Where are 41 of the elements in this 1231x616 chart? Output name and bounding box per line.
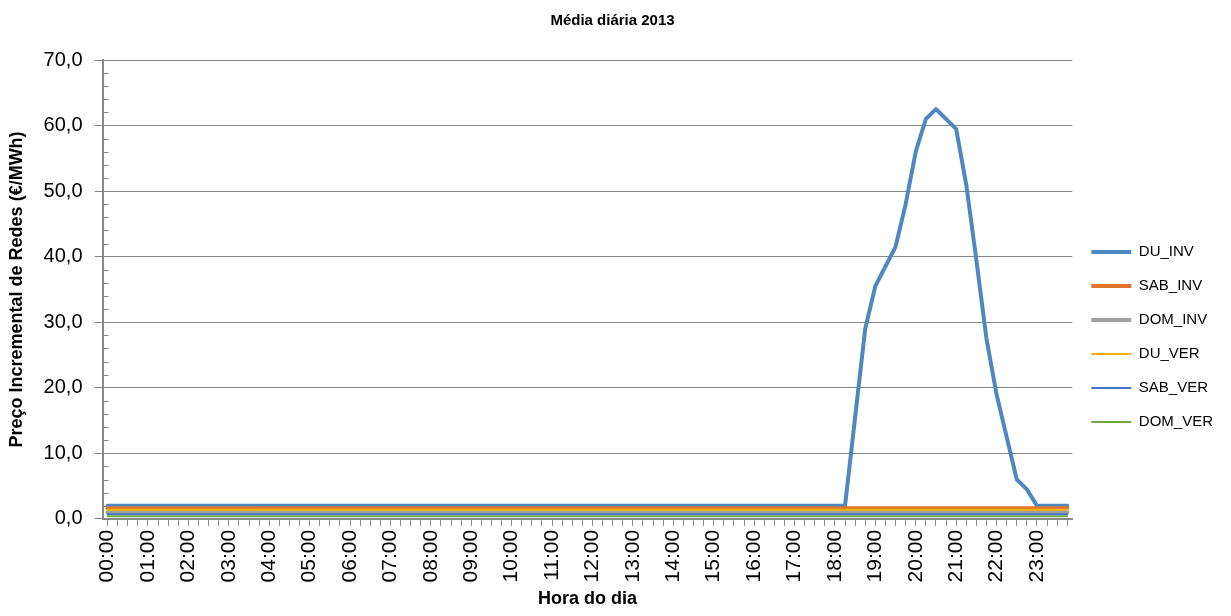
legend-label: DOM_INV xyxy=(1138,310,1208,328)
legend-label: SAB_INV xyxy=(1138,276,1203,294)
y-tick-label: 40,0 xyxy=(43,244,83,267)
y-tick-label: 50,0 xyxy=(43,178,83,201)
legend-label: SAB_VER xyxy=(1138,378,1209,396)
y-tick-label: 0,0 xyxy=(54,506,83,529)
x-tick-label: 05:00 xyxy=(296,529,320,583)
x-tick-label: 19:00 xyxy=(862,529,886,583)
x-tick-label: 00:00 xyxy=(94,529,118,583)
y-tick-label: 20,0 xyxy=(43,375,83,398)
y-tick-label: 60,0 xyxy=(43,113,83,136)
chart-title: Média diária 2013 xyxy=(550,11,675,29)
x-tick-label: 08:00 xyxy=(417,529,441,583)
x-tick-label: 23:00 xyxy=(1023,529,1047,583)
x-tick-label: 15:00 xyxy=(700,529,724,583)
y-axis-title: Preço Incremental de Redes (€/MWh) xyxy=(5,131,26,448)
x-axis-title: Hora do dia xyxy=(537,588,638,609)
x-tick-label: 09:00 xyxy=(458,529,482,583)
x-tick-label: 20:00 xyxy=(902,529,926,583)
legend-label: DU_INV xyxy=(1138,242,1194,260)
x-tick-label: 22:00 xyxy=(983,529,1007,583)
x-tick-label: 02:00 xyxy=(175,529,199,583)
y-tick-label: 30,0 xyxy=(43,309,83,332)
y-tick-label: 70,0 xyxy=(43,47,83,70)
x-tick-label: 13:00 xyxy=(619,529,643,583)
x-tick-label: 06:00 xyxy=(336,529,360,583)
x-tick-label: 12:00 xyxy=(579,529,603,583)
x-tick-label: 21:00 xyxy=(942,529,966,583)
x-tick-label: 04:00 xyxy=(256,529,280,583)
legend-label: DU_VER xyxy=(1138,344,1200,362)
x-tick-label: 18:00 xyxy=(821,529,845,583)
x-tick-label: 16:00 xyxy=(740,529,764,583)
x-tick-label: 01:00 xyxy=(134,529,158,583)
x-tick-label: 03:00 xyxy=(215,529,239,583)
legend-label: DOM_VER xyxy=(1138,412,1214,430)
y-tick-label: 10,0 xyxy=(43,440,83,463)
x-tick-label: 17:00 xyxy=(781,529,805,583)
x-tick-label: 07:00 xyxy=(377,529,401,583)
x-tick-label: 10:00 xyxy=(498,529,522,583)
x-tick-label: 11:00 xyxy=(538,529,562,581)
x-tick-label: 14:00 xyxy=(660,529,684,583)
